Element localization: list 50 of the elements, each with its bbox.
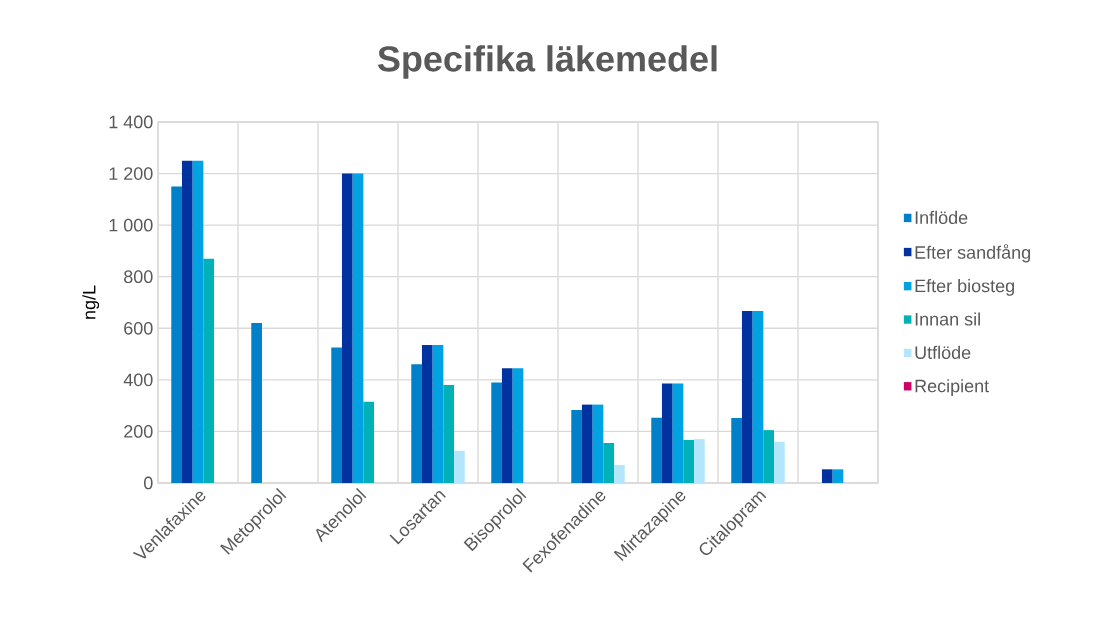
legend-label: Inflöde bbox=[915, 210, 968, 225]
bar bbox=[614, 464, 625, 483]
bar bbox=[832, 469, 844, 483]
y-tick-label: 1 000 bbox=[109, 218, 153, 232]
bar bbox=[443, 385, 455, 483]
bar bbox=[512, 368, 524, 483]
bar bbox=[763, 430, 775, 483]
bar bbox=[501, 368, 513, 483]
bar bbox=[694, 439, 705, 483]
bar bbox=[411, 364, 422, 483]
legend-label: Utflöde bbox=[915, 345, 971, 359]
bar bbox=[581, 404, 593, 483]
bar bbox=[731, 418, 742, 483]
bar bbox=[363, 401, 375, 483]
bar bbox=[352, 173, 364, 483]
bar bbox=[603, 443, 615, 483]
bar bbox=[203, 258, 215, 483]
bar bbox=[421, 345, 433, 483]
bar bbox=[181, 160, 193, 483]
bar bbox=[171, 186, 182, 483]
bar bbox=[752, 311, 764, 483]
y-tick-label: 200 bbox=[124, 425, 153, 438]
y-axis-title: ng/L bbox=[82, 285, 100, 319]
bar bbox=[251, 323, 262, 483]
bar bbox=[741, 311, 753, 483]
bar bbox=[592, 404, 604, 483]
y-tick-label: 1 400 bbox=[109, 115, 153, 129]
legend-label: Innan sil bbox=[915, 312, 980, 326]
y-tick-label: 0 bbox=[144, 476, 153, 490]
legend-label: Efter biosteg bbox=[915, 279, 1014, 296]
y-tick-label: 400 bbox=[123, 373, 153, 387]
y-tick-label: 600 bbox=[124, 321, 153, 335]
legend-label: Recipient bbox=[915, 379, 989, 396]
bar bbox=[341, 173, 353, 483]
bar bbox=[661, 383, 673, 483]
chart-title: Specifika läkemedel bbox=[377, 45, 717, 79]
bar bbox=[491, 382, 502, 483]
bar bbox=[774, 441, 785, 483]
y-tick-label: 1 200 bbox=[109, 167, 153, 180]
bar bbox=[651, 417, 662, 483]
bar bbox=[454, 450, 465, 483]
bar bbox=[331, 347, 342, 483]
y-tick-label: 800 bbox=[124, 270, 153, 284]
bar bbox=[821, 469, 833, 483]
bar bbox=[672, 383, 684, 483]
legend-label: Efter sandfång bbox=[915, 244, 1030, 263]
bar bbox=[683, 439, 695, 483]
bar bbox=[432, 345, 444, 483]
bar bbox=[571, 410, 582, 483]
bar bbox=[192, 160, 204, 483]
